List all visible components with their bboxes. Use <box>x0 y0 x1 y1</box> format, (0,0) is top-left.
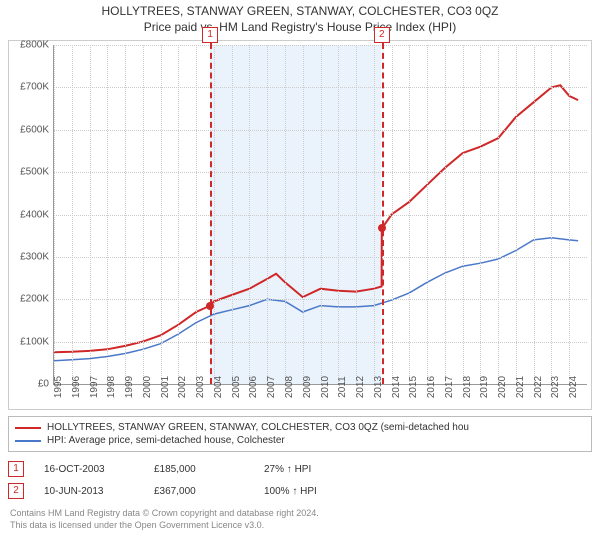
x-tick-label: 2021 <box>515 376 535 398</box>
marker-pct: 100% ↑ HPI <box>264 486 354 497</box>
chart-legend: HOLLYTREES, STANWAY GREEN, STANWAY, COLC… <box>8 416 592 452</box>
legend-item: HOLLYTREES, STANWAY GREEN, STANWAY, COLC… <box>15 421 585 434</box>
event-marker-point <box>206 302 214 310</box>
y-tick-label: £500K <box>20 167 49 178</box>
x-tick-label: 2013 <box>373 376 393 398</box>
y-tick-label: £300K <box>20 251 49 262</box>
footnote-line: Contains HM Land Registry data © Crown c… <box>10 508 590 520</box>
event-marker-label: 2 <box>374 27 390 43</box>
x-tick-label: 2009 <box>302 376 322 398</box>
marker-row: 1 16-OCT-2003 £185,000 27% ↑ HPI <box>8 458 592 480</box>
y-tick-label: £800K <box>20 40 49 51</box>
marker-id-box: 1 <box>8 461 24 477</box>
marker-pct: 27% ↑ HPI <box>264 464 354 475</box>
x-tick-label: 1995 <box>53 376 73 398</box>
marker-price: £185,000 <box>154 464 244 475</box>
x-tick-label: 2017 <box>444 376 464 398</box>
page-subtitle: Price paid vs. HM Land Registry's House … <box>10 20 590 34</box>
marker-table: 1 16-OCT-2003 £185,000 27% ↑ HPI 2 10-JUN-201… <box>8 458 592 502</box>
event-marker-point <box>378 224 386 232</box>
x-tick-label: 2004 <box>213 376 233 398</box>
x-tick-label: 2024 <box>568 376 588 398</box>
footnote: Contains HM Land Registry data © Crown c… <box>10 508 590 531</box>
x-tick-label: 1996 <box>71 376 91 398</box>
y-tick-label: £200K <box>20 294 49 305</box>
marker-row: 2 10-JUN-2013 £367,000 100% ↑ HPI <box>8 480 592 502</box>
y-tick-label: £700K <box>20 82 49 93</box>
legend-swatch <box>15 440 41 442</box>
legend-label: HOLLYTREES, STANWAY GREEN, STANWAY, COLC… <box>47 422 469 433</box>
page-title: HOLLYTREES, STANWAY GREEN, STANWAY, COLC… <box>10 4 590 18</box>
marker-price: £367,000 <box>154 486 244 497</box>
marker-date: 10-JUN-2013 <box>44 486 134 497</box>
legend-item: HPI: Average price, semi-detached house,… <box>15 434 585 447</box>
legend-swatch <box>15 427 41 429</box>
marker-date: 16-OCT-2003 <box>44 464 134 475</box>
y-tick-label: £400K <box>20 209 49 220</box>
marker-id-box: 2 <box>8 483 24 499</box>
legend-label: HPI: Average price, semi-detached house,… <box>47 435 285 446</box>
x-tick-label: 2000 <box>142 376 162 398</box>
y-tick-label: £0 <box>38 379 49 390</box>
y-tick-label: £100K <box>20 336 49 347</box>
y-tick-label: £600K <box>20 124 49 135</box>
series-property <box>54 85 578 352</box>
footnote-line: This data is licensed under the Open Gov… <box>10 520 590 532</box>
event-marker-label: 1 <box>202 27 218 43</box>
price-chart: £0 £100K £200K £300K £400K £500K £600K £700K £80… <box>8 40 592 410</box>
x-tick-label: 2008 <box>284 376 304 398</box>
